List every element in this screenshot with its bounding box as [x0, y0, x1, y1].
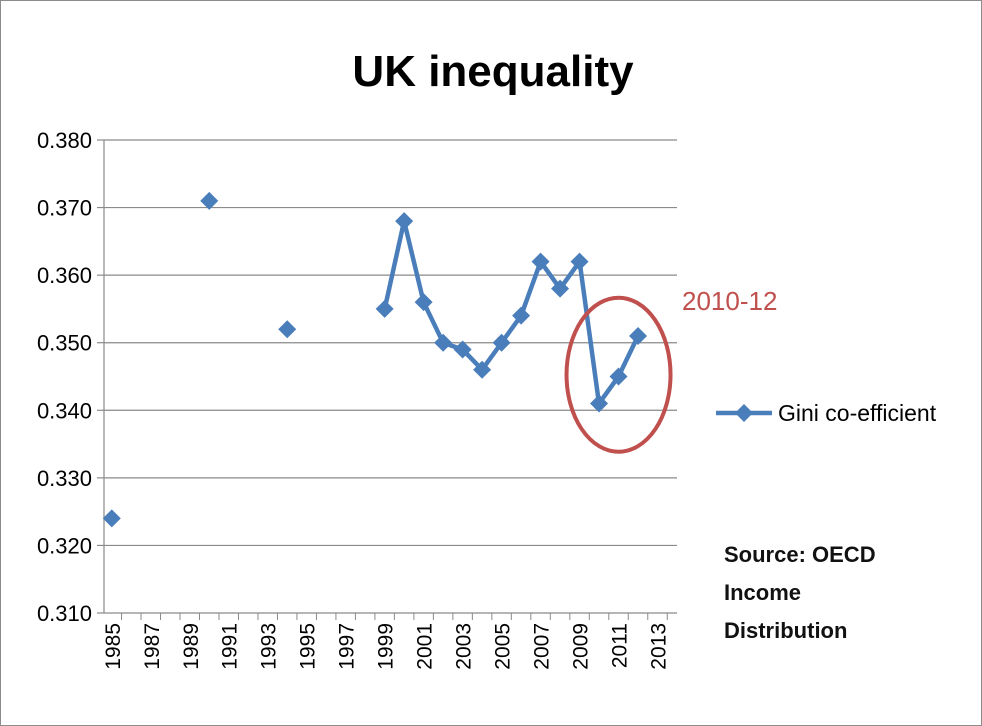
- data-point: [375, 299, 394, 318]
- data-point: [278, 320, 297, 339]
- x-tick-label: 1991: [219, 623, 242, 670]
- annotation-label: 2010-12: [682, 286, 777, 316]
- data-point: [434, 333, 453, 352]
- data-point: [551, 279, 570, 298]
- data-point: [453, 340, 472, 359]
- x-tick-labels: 1985 1987 1989 1991 1993 1995 1997 1999 2001 2003…: [102, 623, 671, 670]
- x-tick-label: 1995: [297, 623, 320, 670]
- series-gini: [102, 191, 648, 528]
- data-point: [200, 191, 219, 210]
- legend-marker: [735, 404, 753, 422]
- source-note: Source: OECD Income Distribution: [724, 536, 876, 650]
- x-tick-label: 2011: [609, 623, 632, 668]
- axes: [97, 139, 677, 620]
- data-point: [414, 293, 433, 312]
- y-tick-label: 0.350: [37, 331, 92, 356]
- x-tick-label: 1993: [258, 623, 281, 670]
- y-tick-label: 0.360: [37, 263, 92, 288]
- source-line-1: Source: OECD: [724, 542, 876, 567]
- data-point: [590, 394, 609, 413]
- y-tick-label: 0.380: [37, 128, 92, 153]
- source-line-2: Income: [724, 580, 802, 605]
- x-tick-label: 2009: [570, 623, 593, 670]
- series-line: [382, 218, 641, 406]
- data-point: [609, 367, 628, 386]
- y-tick-label: 0.310: [37, 601, 92, 626]
- data-point: [395, 212, 414, 231]
- grid-lines: [104, 139, 677, 547]
- y-tick-label: 0.370: [37, 196, 92, 221]
- legend: Gini co-efficient: [716, 400, 937, 426]
- data-point: [473, 360, 492, 379]
- source-line-3: Distribution: [724, 618, 848, 643]
- data-point: [512, 306, 531, 325]
- x-tick-label: 2005: [492, 623, 515, 670]
- y-tick-label: 0.340: [37, 398, 92, 423]
- x-tick-label: 1989: [180, 623, 203, 670]
- y-tick-label: 0.330: [37, 466, 92, 491]
- x-tick-label: 1985: [102, 623, 125, 670]
- y-tick-label: 0.320: [37, 533, 92, 558]
- data-point: [570, 252, 589, 271]
- highlight-ellipse: [564, 295, 673, 454]
- x-tick-label: 1997: [336, 623, 359, 670]
- data-point: [492, 333, 511, 352]
- annotation: 2010-12: [564, 286, 777, 454]
- data-point: [629, 326, 648, 345]
- chart-title: UK inequality: [352, 47, 634, 96]
- x-tick-label: 1987: [141, 623, 164, 670]
- y-tick-labels: 0.310 0.320 0.330 0.340 0.350 0.360 0.370 0.380: [37, 128, 92, 626]
- legend-label: Gini co-efficient: [778, 400, 937, 426]
- x-tick-label: 2001: [414, 623, 437, 670]
- x-tick-label: 2007: [531, 623, 554, 670]
- x-tick-label: 1999: [375, 623, 398, 670]
- data-point: [531, 252, 550, 271]
- data-point: [102, 509, 121, 528]
- x-tick-label: 2013: [648, 623, 671, 670]
- x-tick-label: 2003: [453, 623, 476, 670]
